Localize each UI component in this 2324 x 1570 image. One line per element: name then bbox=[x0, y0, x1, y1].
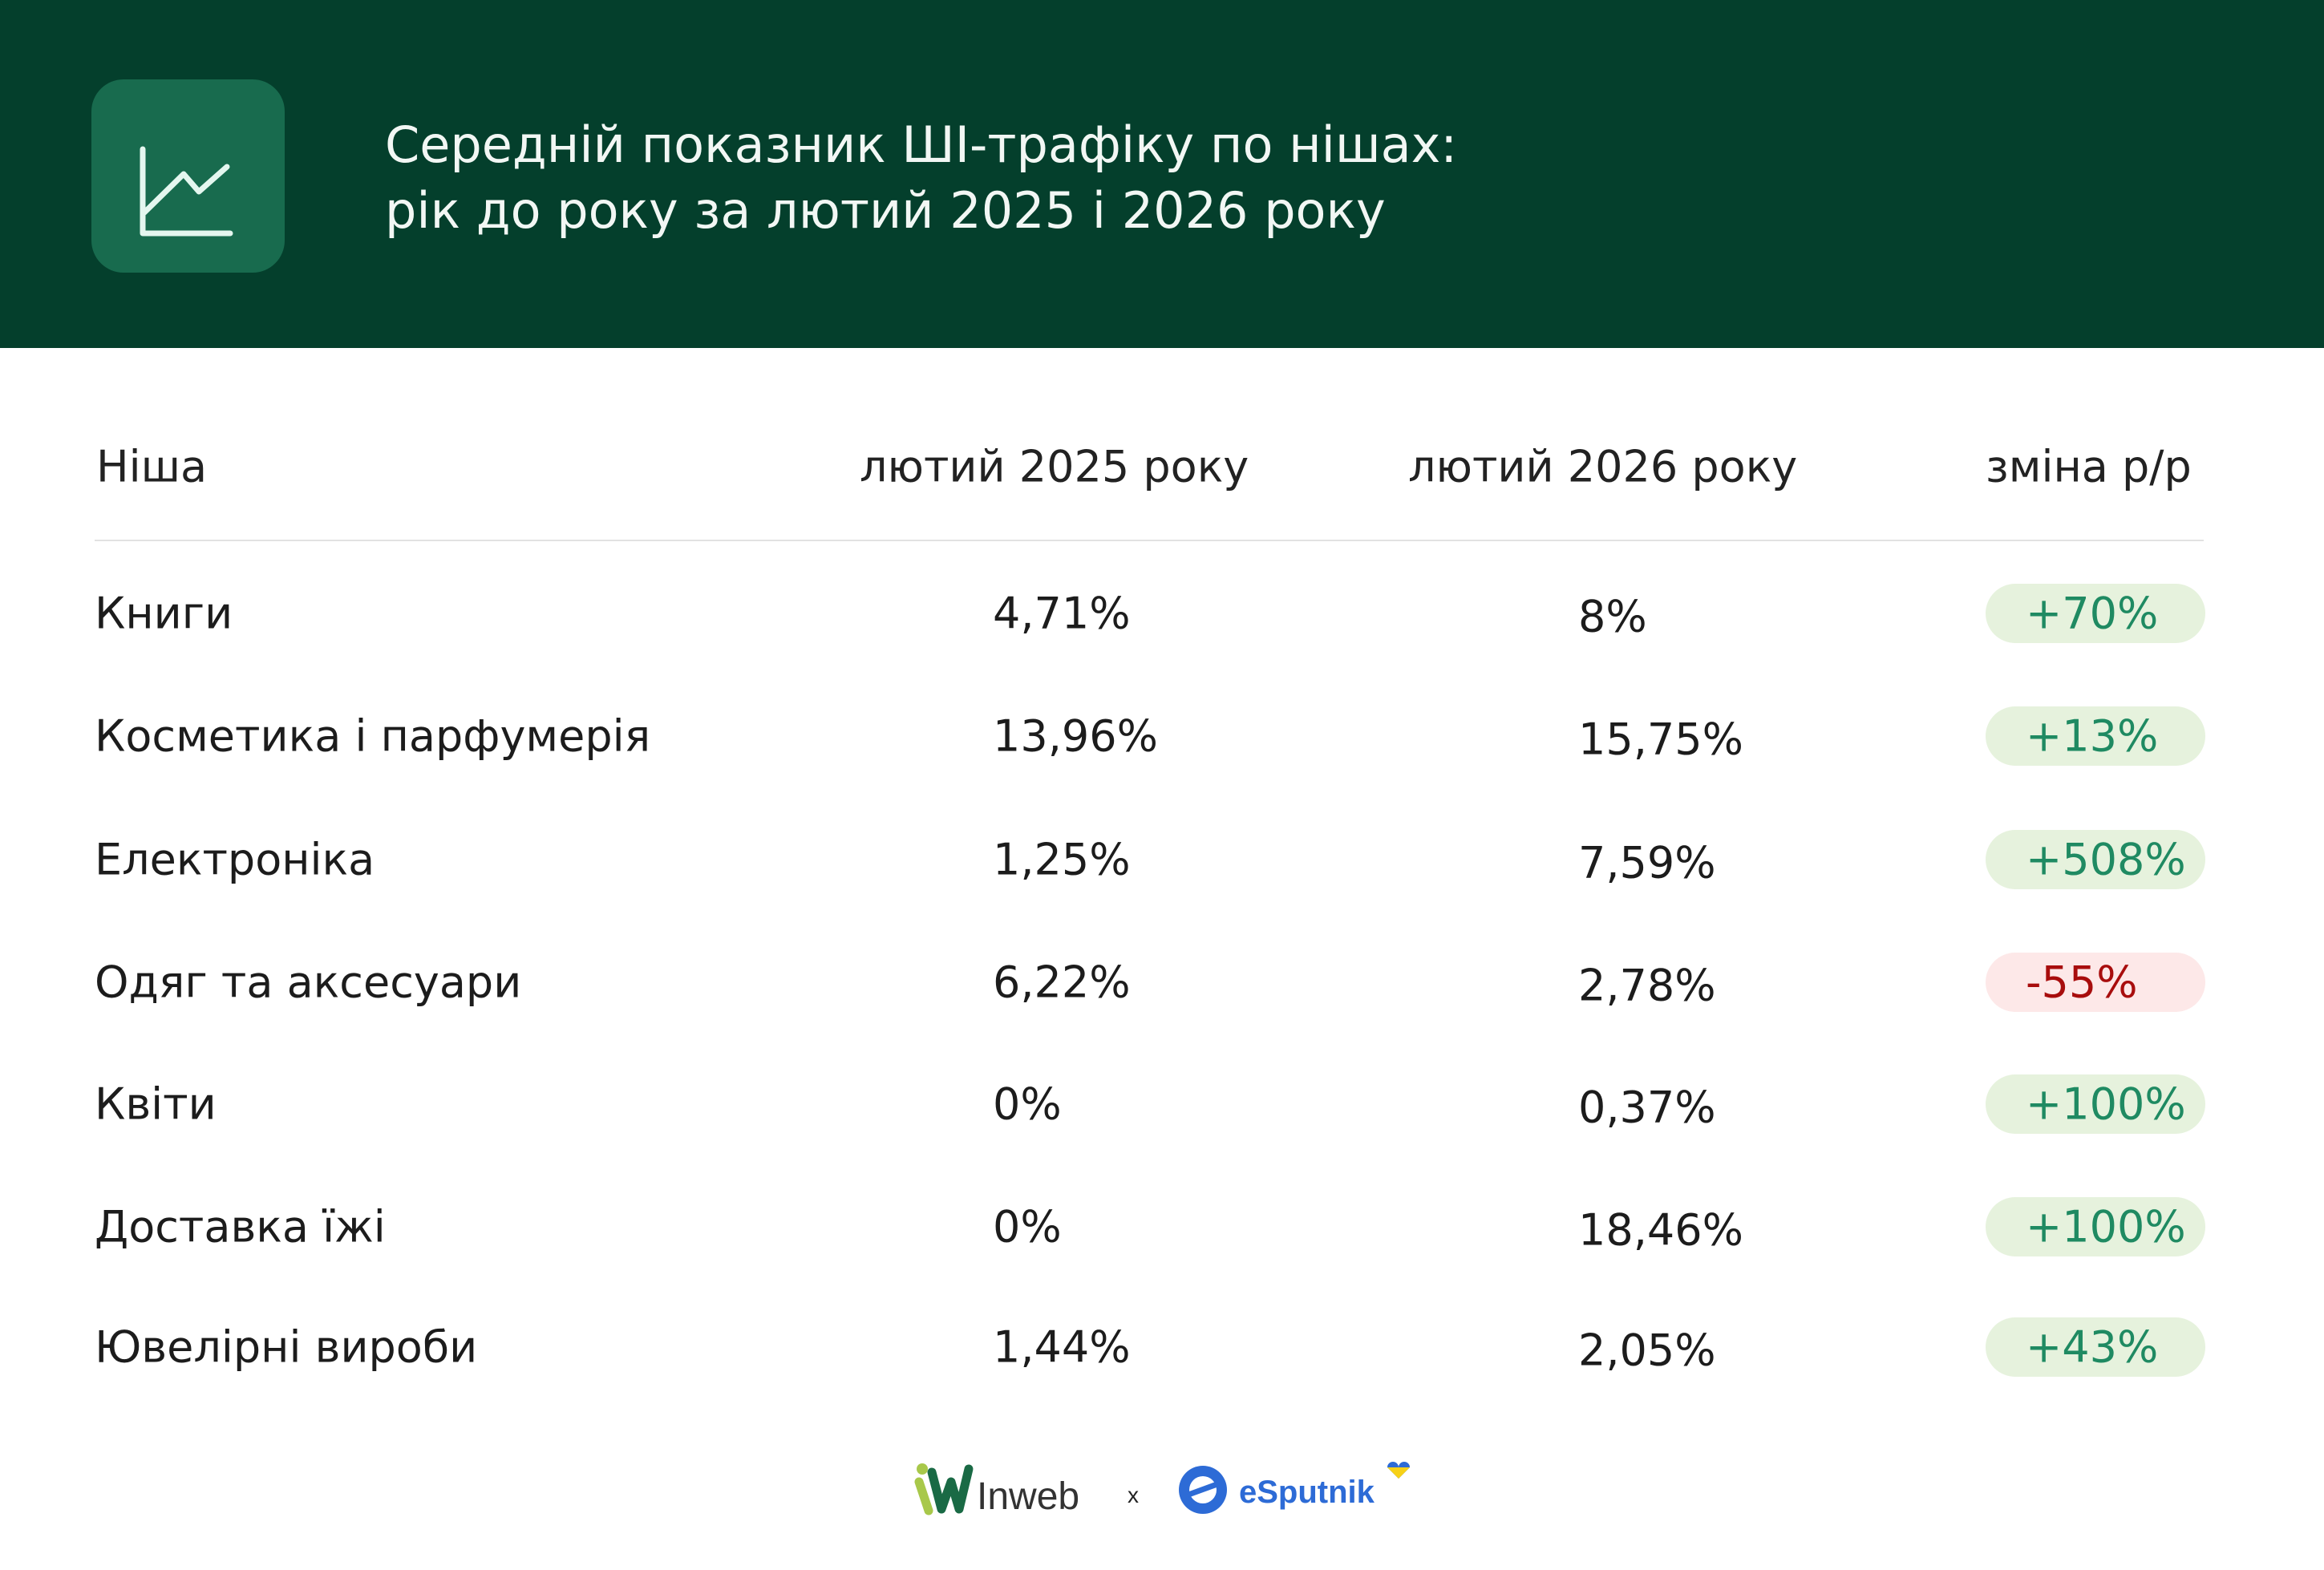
niche-name: Косметика і парфумерія bbox=[95, 710, 651, 762]
svg-text:x: x bbox=[1128, 1483, 1139, 1507]
value-feb-2026: 15,75% bbox=[1578, 714, 1743, 765]
change-value: +100% bbox=[2026, 1201, 2186, 1252]
column-header-niche: Ніша bbox=[96, 441, 208, 492]
column-header-feb-2025: лютий 2025 року bbox=[860, 441, 1249, 492]
title-line-2: рік до року за лютий 2025 і 2026 року bbox=[385, 181, 1386, 240]
column-header-feb-2026: лютий 2026 року bbox=[1408, 441, 1798, 492]
value-feb-2025: 1,44% bbox=[993, 1321, 1131, 1373]
niche-name: Доставка їжі bbox=[95, 1201, 386, 1252]
inweb-logo: Inweb bbox=[914, 1463, 1079, 1518]
value-feb-2025: 6,22% bbox=[993, 957, 1131, 1008]
footer-logos: Inweb x eSputnik bbox=[914, 1458, 1427, 1522]
niche-name: Одяг та аксесуари bbox=[95, 957, 522, 1008]
value-feb-2025: 0% bbox=[993, 1078, 1062, 1130]
value-feb-2025: 4,71% bbox=[993, 588, 1131, 639]
change-value: +100% bbox=[2026, 1078, 2186, 1130]
niche-name: Книги bbox=[95, 588, 233, 639]
header-divider bbox=[95, 540, 2204, 541]
change-badge: -55% bbox=[1986, 953, 2205, 1012]
line-chart-icon bbox=[91, 79, 285, 273]
page-title: Середній показник ШІ-трафіку по нішах: р… bbox=[385, 112, 1457, 244]
title-line-1: Середній показник ШІ-трафіку по нішах: bbox=[385, 115, 1458, 174]
niche-name: Електроніка bbox=[95, 834, 375, 885]
niche-name: Ювелірні вироби bbox=[95, 1321, 478, 1373]
value-feb-2026: 8% bbox=[1578, 591, 1647, 642]
change-badge: +13% bbox=[1986, 706, 2205, 766]
value-feb-2026: 2,78% bbox=[1578, 960, 1716, 1011]
column-header-change: зміна р/р bbox=[1986, 441, 2192, 492]
change-value: +13% bbox=[2026, 710, 2159, 762]
value-feb-2025: 1,25% bbox=[993, 834, 1131, 885]
header-banner: Середній показник ШІ-трафіку по нішах: р… bbox=[0, 0, 2324, 348]
value-feb-2025: 13,96% bbox=[993, 710, 1158, 762]
niche-name: Квіти bbox=[95, 1078, 217, 1130]
value-feb-2026: 18,46% bbox=[1578, 1204, 1743, 1256]
esputnik-logo: eSputnik bbox=[1179, 1462, 1410, 1514]
svg-text:eSputnik: eSputnik bbox=[1239, 1475, 1375, 1510]
change-badge: +100% bbox=[1986, 1074, 2205, 1134]
change-value: -55% bbox=[2026, 957, 2138, 1008]
change-badge: +43% bbox=[1986, 1317, 2205, 1377]
change-badge: +508% bbox=[1986, 830, 2205, 889]
value-feb-2025: 0% bbox=[993, 1201, 1062, 1252]
change-value: +43% bbox=[2026, 1321, 2159, 1373]
change-value: +70% bbox=[2026, 588, 2159, 639]
value-feb-2026: 0,37% bbox=[1578, 1082, 1716, 1133]
value-feb-2026: 7,59% bbox=[1578, 837, 1716, 888]
partner-logos: Inweb x eSputnik bbox=[914, 1462, 1410, 1518]
change-badge: +70% bbox=[1986, 584, 2205, 643]
svg-text:Inweb: Inweb bbox=[977, 1475, 1079, 1518]
value-feb-2026: 2,05% bbox=[1578, 1325, 1716, 1376]
change-value: +508% bbox=[2026, 834, 2186, 885]
change-badge: +100% bbox=[1986, 1197, 2205, 1256]
